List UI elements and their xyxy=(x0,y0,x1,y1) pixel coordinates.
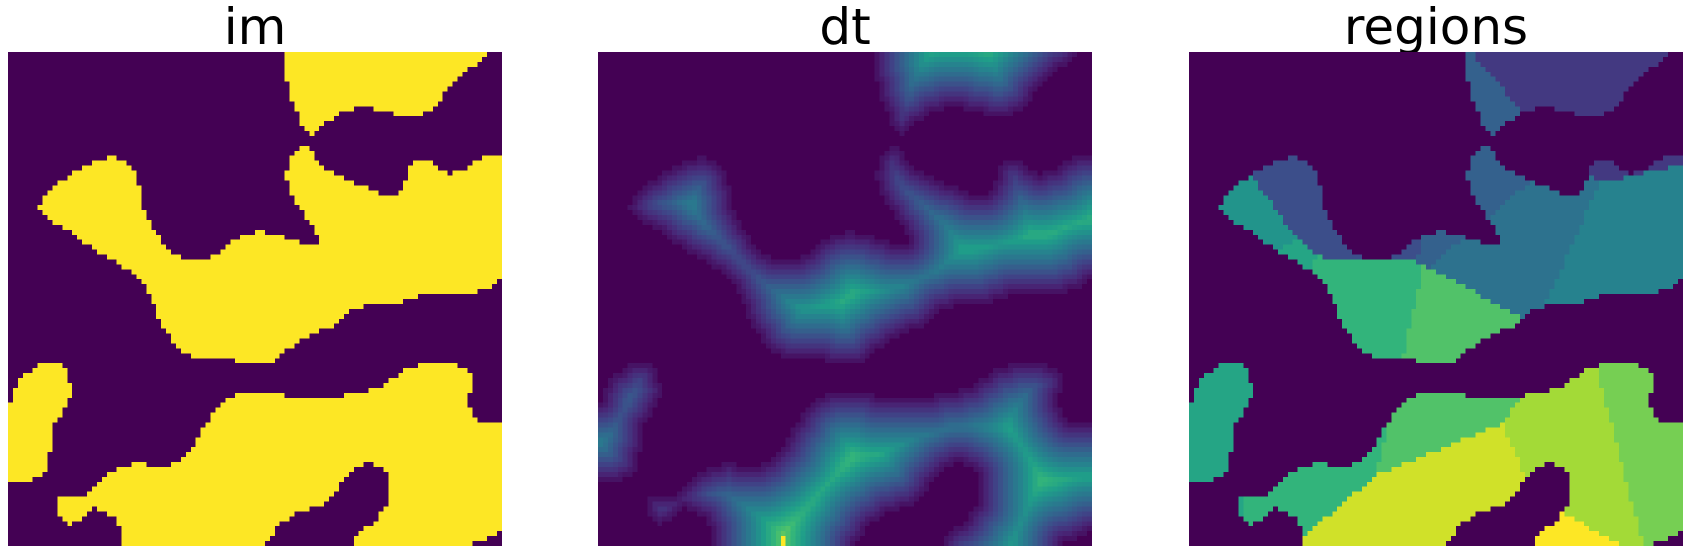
panel-dt: dt xyxy=(598,0,1092,554)
regions-image xyxy=(1189,52,1683,546)
panel-title-regions: regions xyxy=(1343,0,1529,56)
distance-transform-image xyxy=(598,52,1092,546)
panel-title-dt: dt xyxy=(819,0,871,56)
panel-title-im: im xyxy=(223,0,287,56)
binary-image xyxy=(8,52,502,546)
panel-im: im xyxy=(8,0,502,554)
panel-regions: regions xyxy=(1189,0,1683,554)
